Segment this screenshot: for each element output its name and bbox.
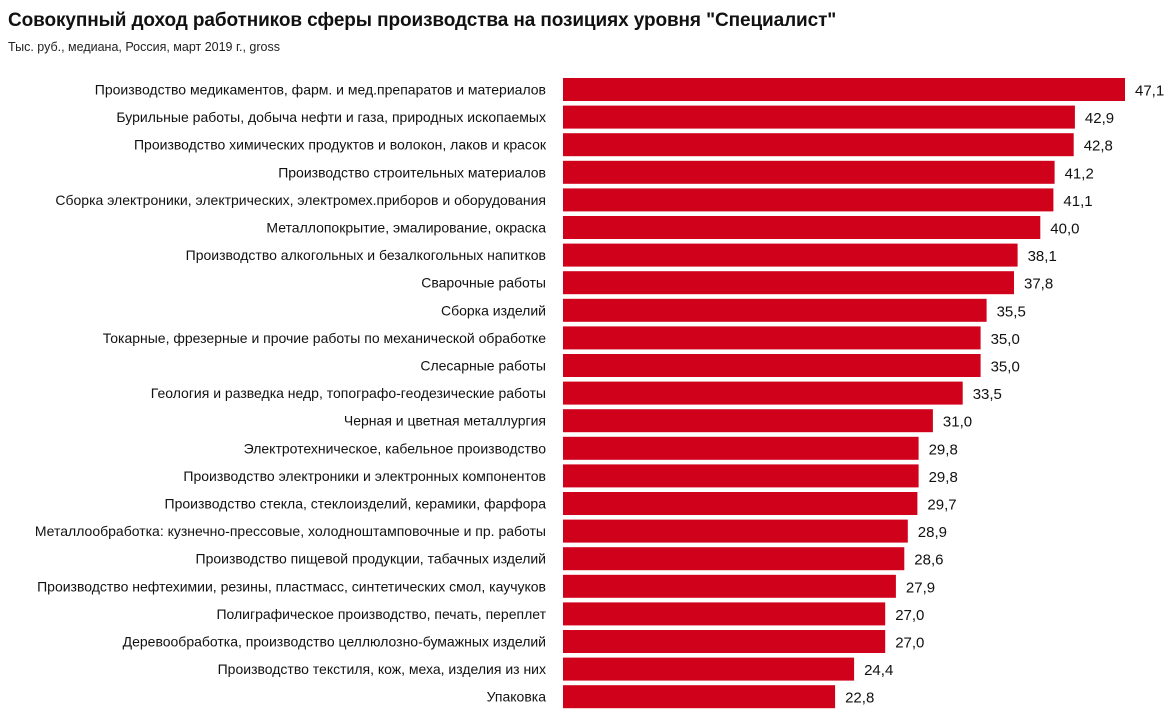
category-label: Производство медикаментов, фарм. и мед.п… xyxy=(95,82,546,98)
value-label: 33,5 xyxy=(973,386,1002,403)
bar xyxy=(563,685,836,709)
bar xyxy=(563,133,1074,157)
bar xyxy=(563,105,1075,129)
value-label: 42,8 xyxy=(1084,138,1113,155)
chart-title: Совокупный доход работников сферы произв… xyxy=(8,10,837,31)
bar xyxy=(563,519,908,543)
bar xyxy=(563,354,981,377)
bar xyxy=(563,547,905,571)
category-label: Сварочные работы xyxy=(421,275,546,291)
bar xyxy=(563,630,886,653)
bar xyxy=(563,160,1055,184)
value-label: 35,0 xyxy=(991,331,1020,348)
category-label: Производство стекла, стеклоизделий, кера… xyxy=(165,496,547,512)
value-label: 42,9 xyxy=(1085,110,1114,127)
value-label: 37,8 xyxy=(1024,276,1053,293)
value-label: 29,8 xyxy=(929,469,958,486)
value-label: 27,0 xyxy=(895,607,924,624)
value-label: 35,0 xyxy=(991,359,1020,376)
chart-subtitle: Тыс. руб., медиана, Россия, март 2019 г.… xyxy=(8,40,281,54)
value-label: 40,0 xyxy=(1050,221,1079,238)
bar xyxy=(563,436,919,460)
category-label: Сборка электроники, электрических, элект… xyxy=(55,192,546,208)
category-label: Слесарные работы xyxy=(420,358,546,374)
bar xyxy=(563,464,919,488)
bar xyxy=(563,78,1125,101)
bar xyxy=(563,216,1041,239)
bar xyxy=(563,326,981,350)
bar xyxy=(563,243,1018,267)
category-label: Черная и цветная металлургия xyxy=(344,413,546,429)
value-label: 28,6 xyxy=(914,552,943,569)
value-label: 27,0 xyxy=(895,635,924,652)
category-label: Металлообработка: кузнечно-прессовые, хо… xyxy=(35,523,546,539)
value-label: 35,5 xyxy=(997,303,1026,320)
bar xyxy=(563,602,886,626)
category-label: Производство пищевой продукции, табачных… xyxy=(196,551,547,567)
bar xyxy=(563,409,933,433)
bar xyxy=(563,271,1014,295)
category-label: Деревообработка, производство целлюлозно… xyxy=(123,634,546,650)
category-label: Бурильные работы, добыча нефти и газа, п… xyxy=(116,109,546,125)
category-label: Производство электроники и электронных к… xyxy=(183,468,546,484)
category-label: Упаковка xyxy=(487,689,547,705)
category-label: Производство строительных материалов xyxy=(278,164,546,180)
category-label: Производство текстиля, кож, меха, издели… xyxy=(218,661,546,677)
category-label: Токарные, фрезерные и прочие работы по м… xyxy=(103,330,546,346)
value-label: 24,4 xyxy=(864,662,893,679)
category-label: Производство алкогольных и безалкогольны… xyxy=(186,247,546,263)
value-label: 28,9 xyxy=(918,524,947,541)
category-label: Производство химических продуктов и воло… xyxy=(134,137,547,153)
value-label: 38,1 xyxy=(1028,248,1057,265)
bar xyxy=(563,574,896,598)
value-label: 29,7 xyxy=(927,497,956,514)
value-label: 47,1 xyxy=(1135,83,1164,100)
category-label: Электротехническое, кабельное производст… xyxy=(244,440,547,456)
bar xyxy=(563,657,855,681)
category-label: Сборка изделий xyxy=(441,302,546,318)
category-label: Полиграфическое производство, печать, пе… xyxy=(216,606,546,622)
bar xyxy=(563,381,963,405)
bar xyxy=(563,492,918,515)
value-label: 29,8 xyxy=(929,441,958,458)
value-label: 27,9 xyxy=(906,579,935,596)
bar xyxy=(563,298,987,322)
value-label: 41,2 xyxy=(1065,165,1094,182)
category-label: Производство нефтехимии, резины, пластма… xyxy=(37,578,546,594)
category-label: Металлопокрытие, эмалирование, окраска xyxy=(266,220,546,236)
bar xyxy=(563,188,1054,212)
value-label: 41,1 xyxy=(1063,193,1092,210)
category-label: Геология и разведка недр, топографо-геод… xyxy=(151,385,546,401)
value-label: 31,0 xyxy=(943,414,972,431)
value-label: 22,8 xyxy=(845,690,874,707)
